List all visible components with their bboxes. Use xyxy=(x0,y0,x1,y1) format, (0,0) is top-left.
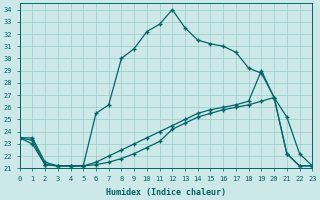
X-axis label: Humidex (Indice chaleur): Humidex (Indice chaleur) xyxy=(106,188,226,197)
